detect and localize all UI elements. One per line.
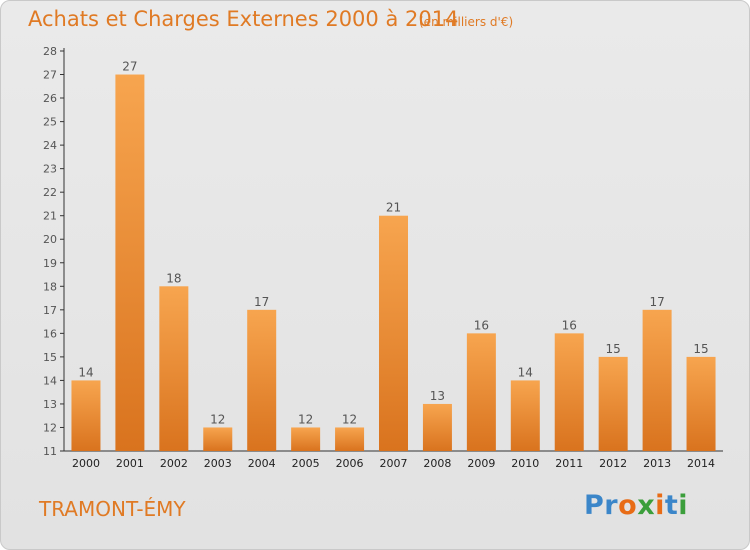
y-tick-label: 13	[43, 398, 57, 411]
x-tick-label: 2002	[160, 457, 188, 470]
x-tick-label: 2001	[116, 457, 144, 470]
bar	[115, 74, 145, 451]
chart-title: Achats et Charges Externes 2000 à 2014	[28, 7, 459, 31]
bar	[247, 309, 277, 451]
logo-letter: P	[584, 490, 605, 521]
x-tick-label: 2003	[204, 457, 232, 470]
logo-letter: r	[604, 490, 619, 521]
bar-value-label: 14	[78, 365, 93, 379]
y-tick-label: 20	[43, 233, 57, 246]
y-tick-label: 27	[43, 69, 57, 82]
y-tick-label: 16	[43, 327, 57, 340]
bar-value-label: 12	[298, 412, 313, 426]
bar-value-label: 12	[342, 412, 357, 426]
bar-value-label: 27	[122, 60, 137, 74]
bar-value-label: 17	[649, 295, 664, 309]
bar-value-label: 16	[474, 318, 489, 332]
logo-letter: i	[655, 490, 665, 521]
bar-value-label: 15	[693, 342, 708, 356]
y-tick-label: 23	[43, 163, 57, 176]
logo-letter: x	[637, 490, 656, 521]
y-tick-label: 24	[43, 139, 57, 152]
bar	[159, 286, 189, 451]
y-tick-label: 21	[43, 210, 57, 223]
logo-letter: o	[618, 490, 638, 521]
x-tick-label: 2005	[292, 457, 320, 470]
bar	[686, 356, 716, 451]
bar	[203, 427, 233, 451]
y-tick-label: 28	[43, 45, 57, 58]
y-tick-label: 25	[43, 116, 57, 129]
x-tick-label: 2009	[467, 457, 495, 470]
bar-value-label: 16	[562, 318, 577, 332]
bar	[335, 427, 365, 451]
x-tick-label: 2010	[511, 457, 539, 470]
bar	[466, 333, 496, 451]
x-tick-label: 2008	[423, 457, 451, 470]
y-tick-label: 22	[43, 186, 57, 199]
bar	[598, 356, 628, 451]
logo-letter: i	[678, 490, 689, 521]
y-tick-label: 18	[43, 280, 57, 293]
bar	[642, 309, 672, 451]
y-tick-label: 19	[43, 257, 57, 270]
y-tick-label: 15	[43, 351, 57, 364]
logo-letter: t	[664, 490, 679, 521]
bar	[554, 333, 584, 451]
bar-value-label: 15	[606, 342, 621, 356]
y-tick-label: 11	[43, 445, 57, 458]
bar	[379, 215, 408, 451]
bar-value-label: 21	[386, 201, 401, 215]
y-tick-label: 26	[43, 92, 57, 105]
x-tick-label: 2013	[643, 457, 671, 470]
x-tick-label: 2000	[72, 457, 100, 470]
x-tick-label: 2004	[248, 457, 276, 470]
x-tick-label: 2011	[555, 457, 583, 470]
proxiti-logo: Proxiti	[584, 490, 688, 521]
chart-unit: (en milliers d'€)	[419, 15, 514, 29]
bar	[510, 380, 540, 451]
city-name: TRAMONT-ÉMY	[39, 497, 186, 521]
x-tick-label: 2007	[380, 457, 408, 470]
bar-value-label: 12	[210, 412, 225, 426]
bar-value-label: 13	[430, 389, 445, 403]
x-tick-label: 2012	[599, 457, 627, 470]
bar-value-label: 17	[254, 295, 269, 309]
bar	[422, 403, 452, 451]
x-tick-label: 2014	[687, 457, 715, 470]
bar-value-label: 18	[166, 271, 181, 285]
x-tick-label: 2006	[336, 457, 364, 470]
y-tick-label: 12	[43, 421, 57, 434]
y-tick-label: 14	[43, 374, 57, 387]
y-tick-label: 17	[43, 304, 57, 317]
bar	[71, 380, 101, 451]
bar-value-label: 14	[518, 365, 533, 379]
bar	[291, 427, 321, 451]
